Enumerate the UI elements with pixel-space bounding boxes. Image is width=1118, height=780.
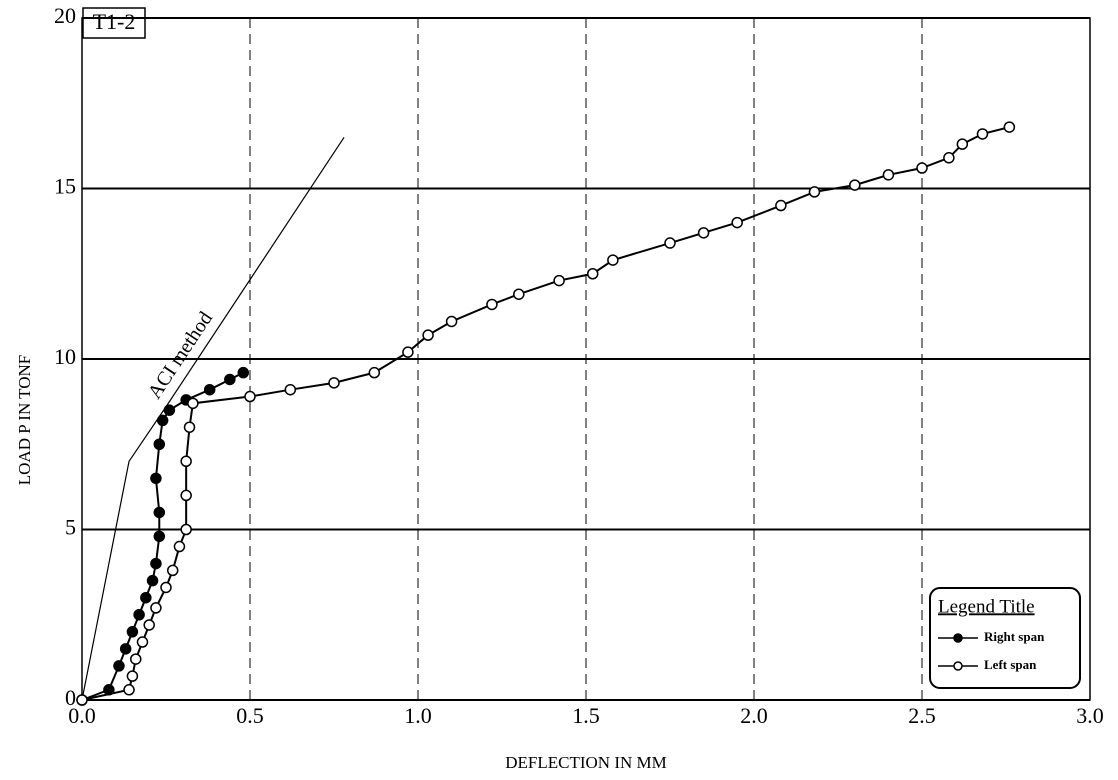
point <box>154 439 164 449</box>
y-tick-label: 5 <box>65 515 76 540</box>
point <box>514 289 524 299</box>
point <box>151 473 161 483</box>
point <box>148 576 158 586</box>
x-tick-label: 1.0 <box>404 703 432 728</box>
x-tick-label: 0.0 <box>68 703 96 728</box>
chart: T1-2 DEFLECTION IN MM LOAD P IN TONF 051… <box>0 0 1118 780</box>
point <box>225 374 235 384</box>
point <box>168 565 178 575</box>
point <box>127 671 137 681</box>
point <box>124 685 134 695</box>
point <box>957 139 967 149</box>
point <box>181 490 191 500</box>
point <box>151 603 161 613</box>
x-tick-label: 1.5 <box>572 703 600 728</box>
point <box>151 559 161 569</box>
legend-marker <box>954 662 962 670</box>
point <box>154 531 164 541</box>
point <box>917 163 927 173</box>
legend-marker <box>954 634 962 642</box>
point <box>174 542 184 552</box>
y-tick-label: 20 <box>54 3 76 28</box>
x-tick-label: 2.5 <box>908 703 936 728</box>
point <box>699 228 709 238</box>
series-line <box>82 137 344 700</box>
point <box>114 661 124 671</box>
point <box>369 368 379 378</box>
point <box>732 218 742 228</box>
point <box>158 415 168 425</box>
panel-label: T1-2 <box>93 9 136 34</box>
point <box>164 405 174 415</box>
point <box>1004 122 1014 132</box>
point <box>185 422 195 432</box>
y-tick-label: 10 <box>54 344 76 369</box>
point <box>245 392 255 402</box>
point <box>134 610 144 620</box>
point <box>188 398 198 408</box>
x-tick-label: 0.5 <box>236 703 264 728</box>
point <box>403 347 413 357</box>
legend-title: Legend Title <box>938 596 1035 617</box>
legend-label: Right span <box>984 629 1045 644</box>
point <box>809 187 819 197</box>
point <box>665 238 675 248</box>
point <box>850 180 860 190</box>
point <box>161 582 171 592</box>
point <box>944 153 954 163</box>
x-tick-label: 2.0 <box>740 703 768 728</box>
x-axis-title: DEFLECTION IN MM <box>505 753 667 772</box>
legend-label: Left span <box>984 657 1037 672</box>
point <box>205 385 215 395</box>
point <box>181 456 191 466</box>
y-axis-title: LOAD P IN TONF <box>15 355 34 486</box>
point <box>127 627 137 637</box>
point <box>608 255 618 265</box>
point <box>77 695 87 705</box>
point <box>776 201 786 211</box>
point <box>144 620 154 630</box>
point <box>131 654 141 664</box>
y-tick-label: 15 <box>54 174 76 199</box>
point <box>554 276 564 286</box>
series-line <box>82 127 1009 700</box>
point <box>423 330 433 340</box>
x-tick-label: 3.0 <box>1076 703 1104 728</box>
point <box>588 269 598 279</box>
point <box>329 378 339 388</box>
point <box>154 507 164 517</box>
point <box>141 593 151 603</box>
point <box>447 316 457 326</box>
point <box>181 525 191 535</box>
point <box>883 170 893 180</box>
point <box>121 644 131 654</box>
point <box>238 368 248 378</box>
point <box>487 299 497 309</box>
point <box>977 129 987 139</box>
point <box>285 385 295 395</box>
point <box>137 637 147 647</box>
